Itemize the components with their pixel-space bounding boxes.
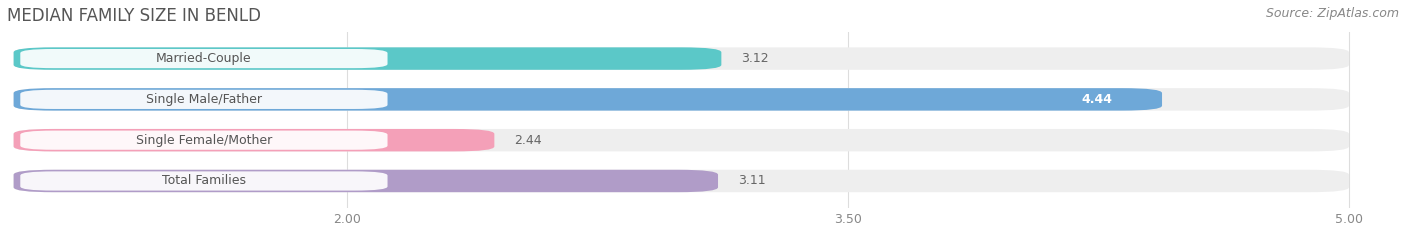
FancyBboxPatch shape [14,88,1348,111]
Text: Single Male/Father: Single Male/Father [146,93,262,106]
FancyBboxPatch shape [14,47,1348,70]
FancyBboxPatch shape [14,129,495,151]
Text: 3.11: 3.11 [738,175,766,188]
FancyBboxPatch shape [20,49,388,68]
Text: Single Female/Mother: Single Female/Mother [136,134,271,147]
FancyBboxPatch shape [20,90,388,109]
FancyBboxPatch shape [14,47,721,70]
FancyBboxPatch shape [1039,90,1156,109]
FancyBboxPatch shape [14,170,718,192]
FancyBboxPatch shape [14,170,1348,192]
Text: 2.44: 2.44 [515,134,541,147]
Text: Source: ZipAtlas.com: Source: ZipAtlas.com [1265,7,1399,20]
FancyBboxPatch shape [20,171,388,191]
Text: 3.12: 3.12 [741,52,769,65]
FancyBboxPatch shape [14,129,1348,151]
Text: MEDIAN FAMILY SIZE IN BENLD: MEDIAN FAMILY SIZE IN BENLD [7,7,262,25]
Text: Total Families: Total Families [162,175,246,188]
FancyBboxPatch shape [20,130,388,150]
Text: Married-Couple: Married-Couple [156,52,252,65]
FancyBboxPatch shape [14,88,1161,111]
Text: 4.44: 4.44 [1081,93,1112,106]
